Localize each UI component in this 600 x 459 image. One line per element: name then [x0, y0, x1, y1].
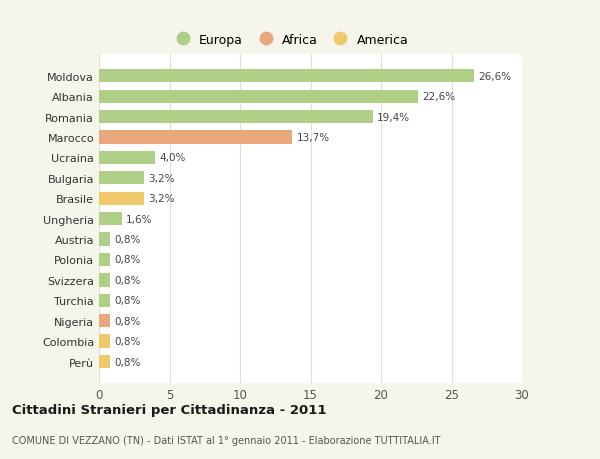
- Text: 3,2%: 3,2%: [148, 194, 175, 204]
- Text: 13,7%: 13,7%: [296, 133, 329, 143]
- Text: 19,4%: 19,4%: [377, 112, 410, 123]
- Text: 0,8%: 0,8%: [115, 235, 141, 245]
- Text: 0,8%: 0,8%: [115, 255, 141, 265]
- Text: 0,8%: 0,8%: [115, 296, 141, 306]
- Bar: [99, 70, 474, 83]
- Bar: [99, 131, 292, 144]
- Bar: [99, 253, 110, 267]
- Bar: [99, 335, 110, 348]
- Bar: [99, 172, 144, 185]
- Text: 22,6%: 22,6%: [422, 92, 455, 102]
- Text: Cittadini Stranieri per Cittadinanza - 2011: Cittadini Stranieri per Cittadinanza - 2…: [12, 403, 326, 416]
- Bar: [99, 192, 144, 206]
- Bar: [99, 294, 110, 307]
- Bar: [99, 90, 418, 104]
- Bar: [99, 213, 122, 226]
- Text: 26,6%: 26,6%: [478, 72, 511, 82]
- Text: COMUNE DI VEZZANO (TN) - Dati ISTAT al 1° gennaio 2011 - Elaborazione TUTTITALIA: COMUNE DI VEZZANO (TN) - Dati ISTAT al 1…: [12, 435, 440, 445]
- Text: 0,8%: 0,8%: [115, 275, 141, 285]
- Bar: [99, 314, 110, 328]
- Bar: [99, 355, 110, 368]
- Bar: [99, 233, 110, 246]
- Text: 1,6%: 1,6%: [126, 214, 152, 224]
- Text: 0,8%: 0,8%: [115, 336, 141, 347]
- Legend: Europa, Africa, America: Europa, Africa, America: [166, 28, 413, 51]
- Text: 0,8%: 0,8%: [115, 316, 141, 326]
- Bar: [99, 274, 110, 287]
- Bar: [99, 151, 155, 165]
- Text: 4,0%: 4,0%: [160, 153, 186, 163]
- Bar: [99, 111, 373, 124]
- Text: 0,8%: 0,8%: [115, 357, 141, 367]
- Text: 3,2%: 3,2%: [148, 174, 175, 184]
